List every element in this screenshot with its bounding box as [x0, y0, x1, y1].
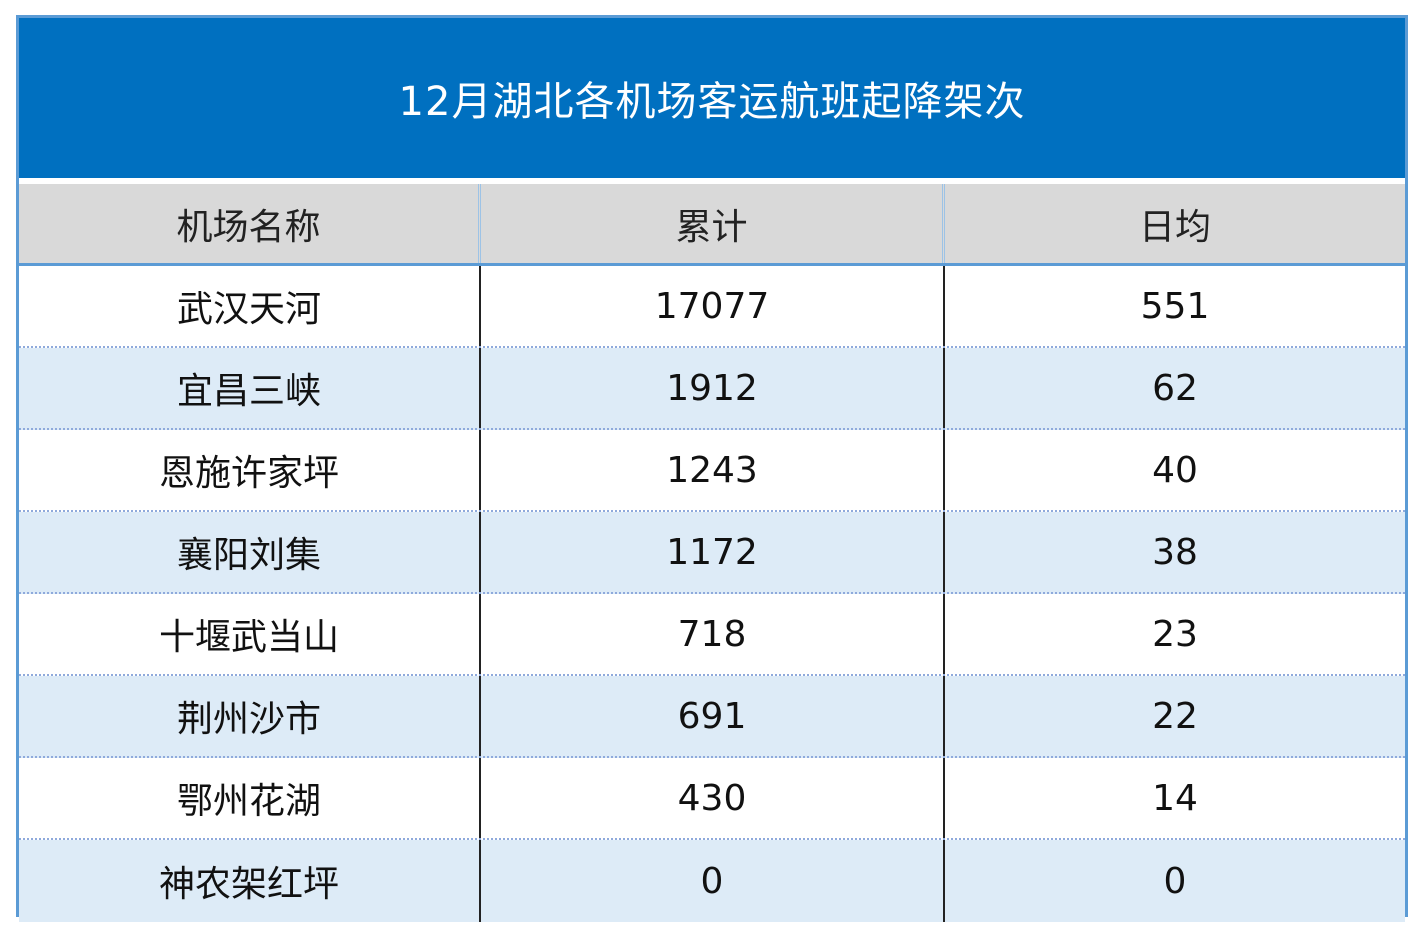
total-cell: 691	[481, 676, 945, 756]
table-title: 12月湖北各机场客运航班起降架次	[19, 18, 1405, 178]
table-header-row: 机场名称 累计 日均	[19, 184, 1405, 263]
total-cell: 1912	[481, 348, 945, 428]
table-row: 鄂州花湖 430 14	[19, 758, 1405, 840]
total-cell: 17077	[481, 266, 945, 346]
total-cell: 1172	[481, 512, 945, 592]
airport-name-cell: 十堰武当山	[19, 594, 481, 674]
table-row: 荆州沙市 691 22	[19, 676, 1405, 758]
airport-name-cell: 神农架红坪	[19, 840, 481, 922]
daily-avg-cell: 22	[1152, 695, 1198, 737]
column-header-airport: 机场名称	[19, 184, 481, 263]
airport-name-cell: 恩施许家坪	[19, 430, 481, 510]
daily-avg-cell: 23	[1152, 613, 1198, 655]
airport-name-cell: 襄阳刘集	[19, 512, 481, 592]
table-frame: 12月湖北各机场客运航班起降架次 机场名称 累计 日均 武汉天河 17077 551…	[16, 15, 1408, 922]
daily-avg-cell: 551	[1140, 285, 1210, 327]
daily-avg-cell: 62	[1152, 367, 1198, 409]
daily-avg-cell: 40	[1152, 449, 1198, 491]
daily-avg-cell: 0	[1163, 860, 1187, 902]
table-body: 武汉天河 17077 551 宜昌三峡 1912 62 恩施许家坪 1243 40 襄阳刘集 117…	[19, 266, 1405, 922]
column-header-daily-avg: 日均	[1138, 206, 1211, 248]
table-row: 武汉天河 17077 551	[19, 266, 1405, 348]
total-cell: 430	[481, 758, 945, 838]
airport-name-cell: 荆州沙市	[19, 676, 481, 756]
table-row: 十堰武当山 718 23	[19, 594, 1405, 676]
daily-avg-cell: 14	[1152, 777, 1198, 819]
airport-name-cell: 武汉天河	[19, 266, 481, 346]
table-row: 神农架红坪 0 0	[19, 840, 1405, 922]
table-row: 恩施许家坪 1243 40	[19, 430, 1405, 512]
total-cell: 0	[481, 840, 945, 922]
total-cell: 1243	[481, 430, 945, 510]
table-row: 襄阳刘集 1172 38	[19, 512, 1405, 594]
airport-name-cell: 鄂州花湖	[19, 758, 481, 838]
column-header-total: 累计	[481, 184, 945, 263]
total-cell: 718	[481, 594, 945, 674]
airport-name-cell: 宜昌三峡	[19, 348, 481, 428]
header-divider	[19, 263, 1405, 266]
table-row: 宜昌三峡 1912 62	[19, 348, 1405, 430]
daily-avg-cell: 38	[1152, 531, 1198, 573]
